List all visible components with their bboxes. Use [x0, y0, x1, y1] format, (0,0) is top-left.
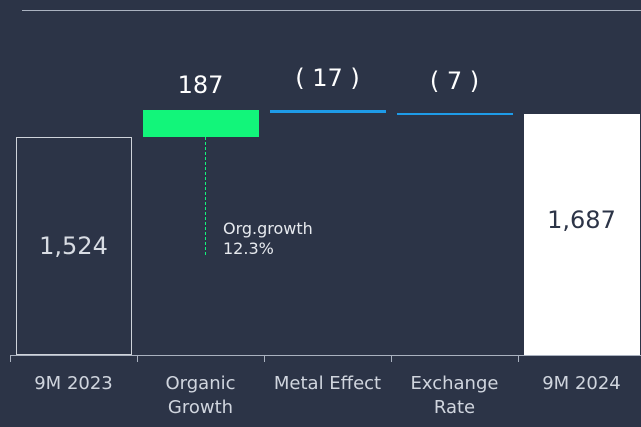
axis-tick: [10, 355, 11, 362]
bar: [15, 136, 132, 355]
x-axis: [10, 355, 641, 356]
value-label: 1,687: [547, 206, 616, 235]
value-label: ( 17 ): [295, 64, 360, 93]
x-tick-label: Exchange Rate: [410, 373, 499, 418]
value-label: 187: [177, 71, 224, 100]
annotation: 12.3%: [223, 239, 274, 258]
annotation: Org.growth: [223, 219, 313, 238]
axis-tick: [391, 355, 392, 362]
x-tick-label: Organic Growth: [165, 373, 236, 418]
bar: [523, 113, 640, 355]
x-tick-label: 9M 2023: [34, 373, 113, 394]
x-tick-label: Metal Effect: [273, 373, 382, 394]
bar: [269, 110, 386, 113]
annotation-line: [205, 137, 206, 255]
axis-tick: [518, 355, 519, 362]
bar: [142, 110, 259, 137]
axis-tick: [137, 355, 138, 362]
value-label: 1,524: [39, 231, 108, 260]
top-rule: [22, 10, 641, 11]
axis-tick: [264, 355, 265, 362]
bar: [396, 112, 513, 116]
x-tick-label: 9M 2024: [542, 373, 621, 394]
value-label: ( 7 ): [429, 66, 480, 95]
